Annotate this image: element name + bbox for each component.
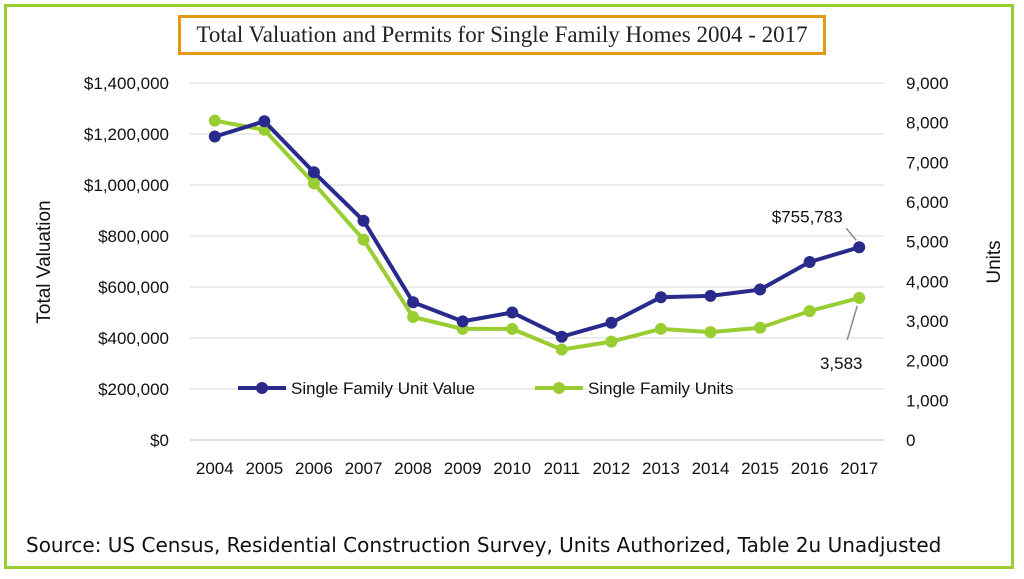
right-tick-label: 7,000 [906,153,949,172]
x-tick-label: 2007 [345,459,383,478]
left-tick-label: $200,000 [98,380,169,399]
data-point [307,177,320,190]
legend-label-units: Single Family Units [588,379,734,398]
legend-label-unit-value: Single Family Unit Value [291,379,475,398]
series-line-1 [214,118,860,352]
x-tick-label: 2016 [791,459,829,478]
x-axis-tick-labels: 2004 2005 2006 2007 2008 2009 2010 2011 2012 2013… [196,459,878,478]
right-tick-label: 2,000 [906,352,949,371]
left-tick-label: $0 [150,431,169,450]
data-point [407,311,420,324]
data-point [357,233,370,246]
legend-marker-unit-value [256,382,268,394]
x-tick-label: 2013 [642,459,680,478]
annotation-leader [845,227,857,241]
right-tick-label: 3,000 [906,312,949,331]
data-point [853,241,866,254]
left-tick-label: $1,200,000 [84,125,169,144]
right-tick-label: 8,000 [906,114,949,133]
x-tick-label: 2006 [295,459,333,478]
left-tick-label: $400,000 [98,329,169,348]
right-axis-tick-labels: 0 1,000 2,000 3,000 4,000 5,000 6,000 7,000 8,00… [906,74,949,450]
left-tick-label: $800,000 [98,227,169,246]
source-note: Source: US Census, Residential Construct… [26,533,942,557]
legend-item-unit-value: Single Family Unit Value [238,379,475,398]
series-line-0 [214,119,860,339]
data-point [654,291,667,304]
x-tick-label: 2012 [592,459,630,478]
data-point [307,166,320,179]
data-point [208,130,221,143]
data-label: 3,583 [820,354,863,373]
data-point [555,330,568,343]
data-point [555,343,568,356]
left-tick-label: $600,000 [98,278,169,297]
left-axis-tick-labels: $0 $200,000 $400,000 $600,000 $800,000 $1,000… [84,74,169,450]
x-tick-label: 2011 [544,459,581,478]
series [208,114,866,356]
left-axis-title: Total Valuation [34,200,55,323]
annotations: $755,783 3,583 [772,207,863,373]
data-point [605,335,618,348]
x-tick-label: 2008 [394,459,432,478]
x-tick-label: 2005 [245,459,283,478]
legend: Single Family Unit Value Single Family U… [238,379,734,398]
data-point [853,291,866,304]
data-point [754,283,767,296]
right-tick-label: 4,000 [906,272,949,291]
data-point [407,296,420,309]
data-point [456,315,469,328]
legend-marker-units [553,382,565,394]
data-point [357,214,370,227]
right-tick-label: 5,000 [906,233,949,252]
right-tick-label: 1,000 [906,391,949,410]
data-point [605,316,618,329]
data-point [754,321,767,334]
x-tick-label: 2010 [493,459,531,478]
data-point [704,326,717,339]
x-tick-label: 2015 [741,459,779,478]
right-tick-label: 9,000 [906,74,949,93]
x-tick-label: 2017 [840,459,878,478]
x-tick-label: 2004 [196,459,234,478]
left-tick-label: $1,000,000 [84,176,169,195]
right-tick-label: 6,000 [906,193,949,212]
legend-item-units: Single Family Units [535,379,734,398]
data-point [258,115,271,128]
data-point [208,114,221,127]
data-point [704,289,717,302]
right-tick-label: 0 [906,431,915,450]
annotation-leader [846,305,858,341]
chart-title: Total Valuation and Permits for Single F… [178,15,826,55]
data-label: $755,783 [772,207,843,226]
x-tick-label: 2014 [692,459,730,478]
data-point [803,256,816,269]
right-axis-title: Units [984,240,1005,283]
data-point [803,305,816,318]
data-point [506,306,519,319]
data-point [654,322,667,335]
data-point [506,322,519,335]
x-tick-label: 2009 [444,459,482,478]
left-tick-label: $1,400,000 [84,74,169,93]
